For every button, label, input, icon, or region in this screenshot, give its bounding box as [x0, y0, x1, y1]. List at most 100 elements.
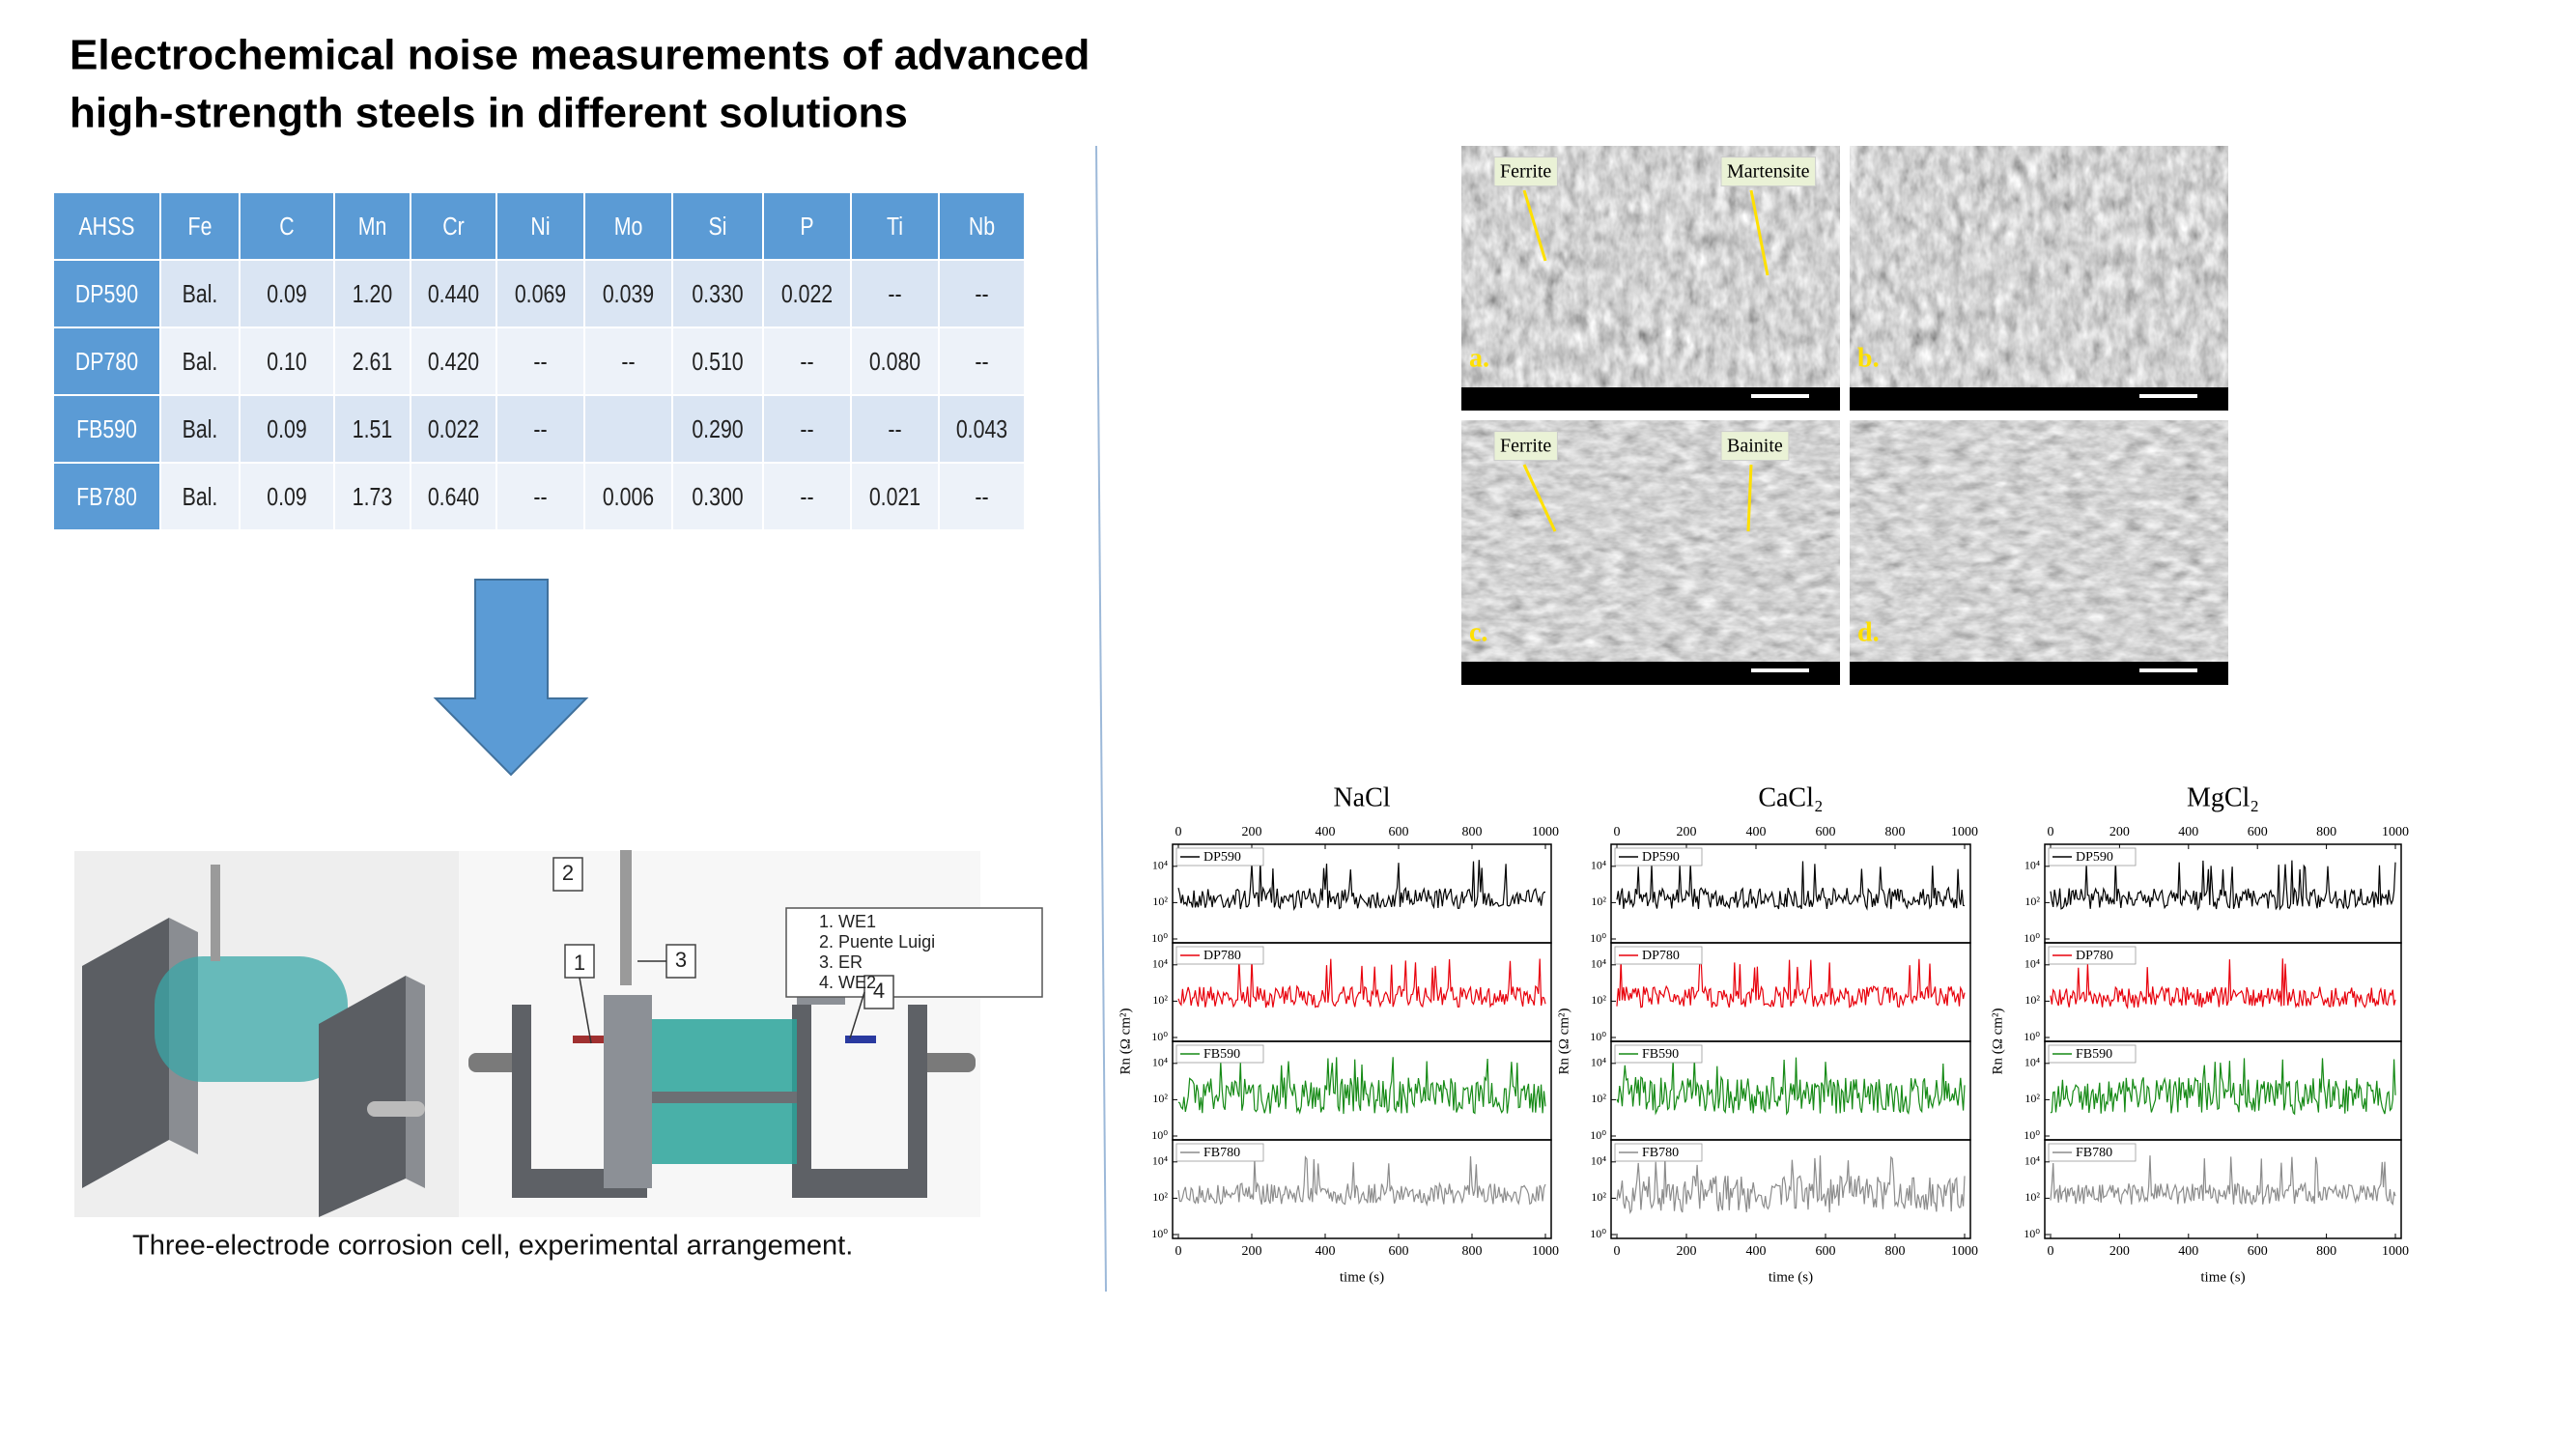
table-cell: [940, 396, 1024, 462]
table-cell: [161, 396, 239, 462]
header-cell: [764, 193, 850, 259]
header-cell: [411, 193, 495, 259]
x-tick-label: 200: [2109, 1244, 2130, 1259]
cell-text: --: [533, 415, 547, 444]
sem-image: [1850, 146, 2228, 387]
table-cell: [161, 328, 239, 394]
table-cell: [497, 396, 583, 462]
x-tick-label: 200: [1677, 825, 1697, 839]
cell-text: --: [975, 280, 988, 309]
noise-trace: [1616, 861, 1966, 911]
table-cell: [673, 328, 762, 394]
header-text: DP780: [75, 348, 138, 377]
cell-text: --: [533, 348, 547, 377]
cell-text: 0.069: [515, 280, 566, 309]
y-tick-label: 10⁴: [1152, 957, 1168, 971]
cell-text: --: [533, 483, 547, 512]
noise-trace: [1616, 1155, 1966, 1214]
noise-trace: [1177, 1155, 1546, 1208]
table-cell: [497, 464, 583, 529]
x-tick-label: 600: [1389, 1244, 1409, 1259]
x-tick-label: 0: [1175, 1244, 1182, 1259]
x-tick-label: 400: [1316, 1244, 1336, 1259]
x-tick-label: 1000: [1951, 825, 1978, 839]
legend-label: DP780: [1203, 949, 1241, 963]
y-tick-label: 10⁰: [1151, 1227, 1168, 1240]
header-cell: [585, 193, 671, 259]
scale-bar: [1751, 668, 1809, 672]
cell-text: 0.330: [692, 280, 743, 309]
legend-box: [1175, 1044, 1264, 1064]
x-tick-label: 0: [1614, 825, 1621, 839]
y-tick-label: 10⁰: [1151, 1030, 1168, 1043]
y-tick-label: 10⁴: [1152, 1154, 1168, 1168]
cell-text: --: [888, 415, 901, 444]
cell-text: 2.61: [353, 348, 392, 377]
y-tick-label: 10²: [1591, 895, 1606, 908]
annotation: Ferrite: [1500, 161, 1551, 183]
noise-trace: [2050, 1058, 2396, 1116]
cell-text: 0.080: [869, 348, 920, 377]
table-cell: [241, 328, 333, 394]
header-text: Nb: [969, 213, 995, 242]
y-tick-label: 10²: [2024, 895, 2040, 908]
y-tick-label: 10²: [1152, 993, 1168, 1007]
header-cell: [241, 193, 333, 259]
header-cell: [940, 193, 1024, 259]
x-tick-label: 0: [1175, 825, 1182, 839]
pointer-arrow: [1746, 464, 1753, 532]
scale-bar-strip: [1461, 662, 1840, 685]
y-tick-label: 10⁰: [2024, 1030, 2040, 1043]
x-axis-label: time (s): [1769, 1269, 1813, 1285]
cell-text: 0.440: [428, 280, 479, 309]
cell-text: --: [975, 483, 988, 512]
header-text: C: [279, 213, 294, 242]
x-tick-label: 200: [1242, 825, 1262, 839]
panel-label: d.: [1857, 617, 1880, 647]
chart-title: MgCl₂: [2187, 782, 2259, 812]
cell-text: 0.290: [692, 415, 743, 444]
cell-text: 0.09: [267, 280, 306, 309]
cell-text: --: [975, 348, 988, 377]
annotation: Martensite: [1727, 161, 1810, 183]
panel-label: b.: [1857, 343, 1880, 373]
header-text: Cr: [442, 213, 465, 242]
annotation-box: [1720, 156, 1817, 187]
cell-text: --: [621, 348, 635, 377]
legend-box: [1175, 1143, 1264, 1162]
y-tick-label: 10²: [1152, 1092, 1168, 1105]
legend-label: FB590: [2076, 1047, 2112, 1062]
x-tick-label: 200: [1242, 1244, 1262, 1259]
scale-bar-strip: [1850, 662, 2228, 685]
scale-bar: [2139, 394, 2197, 398]
cell-text: Bal.: [183, 280, 218, 309]
x-tick-label: 1000: [1951, 1244, 1978, 1259]
header-text: Ni: [530, 213, 550, 242]
cell-text: 0.021: [869, 483, 920, 512]
annotation: Bainite: [1727, 436, 1783, 457]
header-text: FB590: [76, 415, 137, 444]
y-tick-label: 10⁴: [2024, 1056, 2040, 1069]
table-cell: [852, 328, 938, 394]
header-cell: [54, 193, 159, 259]
y-tick-label: 10⁴: [1152, 859, 1168, 872]
x-tick-label: 800: [2316, 825, 2336, 839]
header-cell: [54, 261, 159, 327]
legend-box: [2048, 847, 2137, 867]
noise-trace: [1177, 1057, 1546, 1115]
legend-label: FB780: [1642, 1146, 1679, 1160]
cell-text: 0.510: [692, 348, 743, 377]
table-cell: [335, 328, 410, 394]
table-cell: [335, 464, 410, 529]
header-cell: [54, 328, 159, 394]
table-cell: [161, 261, 239, 327]
table-cell: [940, 261, 1024, 327]
x-tick-label: 200: [2109, 825, 2130, 839]
x-tick-label: 1000: [2382, 825, 2409, 839]
y-tick-label: 10⁴: [1591, 957, 1606, 971]
noise-trace: [1616, 1057, 1966, 1116]
cell-text: Bal.: [183, 348, 218, 377]
y-tick-label: 10⁴: [2024, 957, 2040, 971]
x-tick-label: 600: [1816, 1244, 1836, 1259]
x-tick-label: 1000: [2382, 1244, 2409, 1259]
